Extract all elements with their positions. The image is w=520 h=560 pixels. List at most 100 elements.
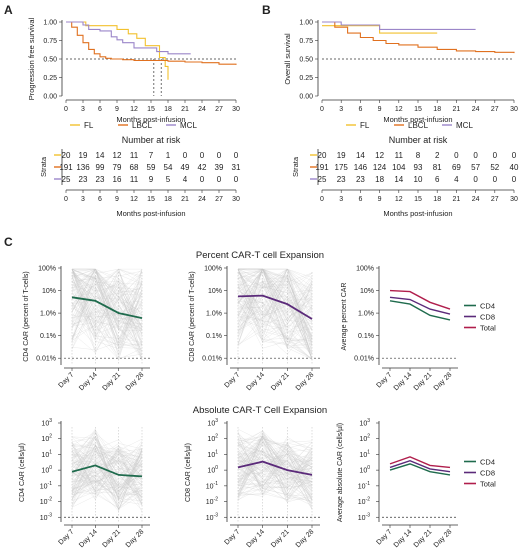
- os-risk-cell: 18: [375, 175, 384, 184]
- cd8-absolute-y-tick-label: 10-3: [206, 512, 218, 522]
- cd4-percent-patient-lines: [71, 268, 143, 360]
- cd8-absolute-patient-lines: [237, 429, 313, 510]
- pfs-curve-mcl: [66, 21, 191, 55]
- cd4-absolute-y-tick-label: 10-1: [40, 481, 52, 491]
- cd8-percent-patient-line: [237, 273, 313, 344]
- avg-absolute-y-tick-label: 103: [359, 418, 370, 428]
- pfs-legend-label-lbcl: LBCL: [132, 121, 153, 130]
- pfs-risk-cell: 11: [130, 151, 139, 160]
- cd8-absolute-y-tick-label: 100: [207, 465, 218, 475]
- avg-percent-series-cd4: [389, 300, 451, 321]
- pfs-legend: FL LBCL MCL: [70, 121, 197, 130]
- os-risk-cell: 57: [471, 163, 480, 172]
- avg-percent-x-tick-label: Day 7: [376, 371, 394, 389]
- cd4-percent-x-tick-label: Day 14: [78, 371, 99, 392]
- cd8-percent-y-tick-label: 10%: [208, 288, 222, 295]
- cd8-percent-patient-line: [237, 272, 313, 303]
- pfs-risk-cell: 25: [62, 175, 71, 184]
- os-legend-label-lbcl: LBCL: [408, 121, 429, 130]
- cd8-absolute-series-cd8: [237, 460, 313, 476]
- pfs-risk-cell: 19: [79, 151, 88, 160]
- pfs-risk-cell: 4: [183, 175, 188, 184]
- cd4-absolute-patient-lines: [71, 428, 143, 513]
- pfs-curve-lbcl: [66, 21, 237, 65]
- os-x-tick-label: 21: [453, 106, 461, 113]
- avg-percent-chart: 0.01% 0.1% 1.0% 10% 100% Day 7 Day 14 Day 21 Day…: [341, 266, 496, 393]
- cd8-percent-y-tick-label: 1.0%: [206, 311, 222, 318]
- cd4-absolute-patient-line: [71, 449, 143, 469]
- cd4-percent-patient-line: [71, 268, 143, 312]
- cd8-percent-y-tick-label: 0.1%: [206, 333, 222, 340]
- avg-absolute-legend-label-cd8: CD8: [480, 469, 495, 478]
- cd4-absolute-patient-line: [71, 445, 143, 493]
- avg-percent-legend-label-total: Total: [480, 324, 496, 333]
- os-x-tick-label: 24: [472, 106, 480, 113]
- pfs-risk-x-tick-label: 12: [130, 196, 138, 203]
- cd4-absolute-patient-line: [71, 435, 143, 485]
- pfs-risk-cell: 14: [96, 151, 105, 160]
- pfs-y-tick-label: 0.50: [43, 57, 57, 64]
- os-legend: FL LBCL MCL: [346, 121, 473, 130]
- cd4-percent-patient-line: [71, 269, 143, 330]
- os-risk-cell: 8: [416, 151, 421, 160]
- os-risk-cell: 2: [435, 151, 440, 160]
- avg-absolute-legend-label-total: Total: [480, 480, 496, 489]
- pfs-risk-cell: 0: [200, 175, 205, 184]
- cd8-percent-patient-line: [237, 304, 313, 347]
- avg-percent-x-tick-label: Day 14: [393, 371, 414, 392]
- pfs-y-tick-label: 0.75: [43, 38, 57, 45]
- os-risk-x-tick-label: 0: [320, 196, 324, 203]
- pfs-risk-cell: 191: [59, 163, 73, 172]
- cd4-absolute-patient-line: [71, 448, 143, 511]
- cd4-percent-patient-line: [71, 302, 143, 356]
- cd4-percent-patient-line: [71, 269, 143, 328]
- pfs-x-tick-label: 6: [98, 106, 102, 113]
- cd8-percent-patient-line: [237, 272, 313, 347]
- os-risk-x-axis-label: Months post-infusion: [383, 209, 452, 218]
- cd4-percent-patient-line: [71, 314, 143, 353]
- cd8-percent-patient-line: [237, 281, 313, 328]
- cd4-absolute-patient-line: [71, 431, 143, 501]
- cd4-percent-y-tick-label: 0.1%: [40, 333, 56, 340]
- cd8-absolute-patient-line: [237, 436, 313, 475]
- cd4-absolute-patient-line: [71, 452, 143, 491]
- cd8-percent-y-tick-label: 100%: [204, 266, 222, 273]
- cd8-percent-patient-line: [237, 272, 313, 343]
- os-curve-mcl: [322, 21, 476, 30]
- cd4-percent-patient-line: [71, 281, 143, 332]
- pfs-risk-x-tick-label: 27: [215, 196, 223, 203]
- avg-absolute-series-cd4: [389, 463, 451, 476]
- cd4-absolute-patient-line: [71, 439, 143, 466]
- panel-label-a: A: [4, 3, 13, 17]
- os-risk-cell: 81: [433, 163, 442, 172]
- pfs-risk-cell: 54: [164, 163, 173, 172]
- avg-percent-y-tick-label: 1.0%: [358, 311, 374, 318]
- cd4-percent-patient-line: [71, 303, 143, 318]
- pfs-risk-cell: 9: [149, 175, 154, 184]
- os-risk-cell: 0: [493, 175, 498, 184]
- cd4-percent-patient-line: [71, 268, 143, 358]
- avg-absolute-legend: CD4 CD8 Total: [464, 458, 496, 489]
- cd4-absolute-patient-line: [71, 446, 143, 468]
- pfs-risk-x-tick-label: 9: [115, 196, 119, 203]
- pfs-risk-cell: 23: [96, 175, 105, 184]
- os-risk-x-tick-label: 30: [510, 196, 518, 203]
- pfs-risk-cell: 12: [113, 151, 122, 160]
- pfs-risk-cell: 0: [234, 151, 239, 160]
- cd8-percent-x-tick-label: Day 14: [245, 371, 266, 392]
- cd8-absolute-patient-line: [237, 429, 313, 503]
- os-risk-x-tick-label: 12: [395, 196, 403, 203]
- cd4-percent-patient-line: [71, 283, 143, 324]
- cd8-absolute-patient-line: [237, 443, 313, 491]
- pfs-x-tick-label: 21: [181, 106, 189, 113]
- avg-absolute-x-tick-label: Day 7: [376, 528, 394, 546]
- os-risk-cell: 6: [435, 175, 440, 184]
- pfs-risk-x-tick-label: 30: [232, 196, 240, 203]
- cd4-percent-chart: 0.01% 0.1% 1.0% 10% 100% Day 7 Day 14 Day 21 Day…: [23, 266, 150, 392]
- os-y-tick-label: 0.50: [299, 57, 313, 64]
- cd8-absolute-x-tick-label: Day 28: [295, 528, 316, 549]
- cd4-percent-series-cd4: [71, 296, 143, 319]
- pfs-risk-x-tick-label: 24: [198, 196, 206, 203]
- cd4-percent-patient-line: [71, 312, 143, 339]
